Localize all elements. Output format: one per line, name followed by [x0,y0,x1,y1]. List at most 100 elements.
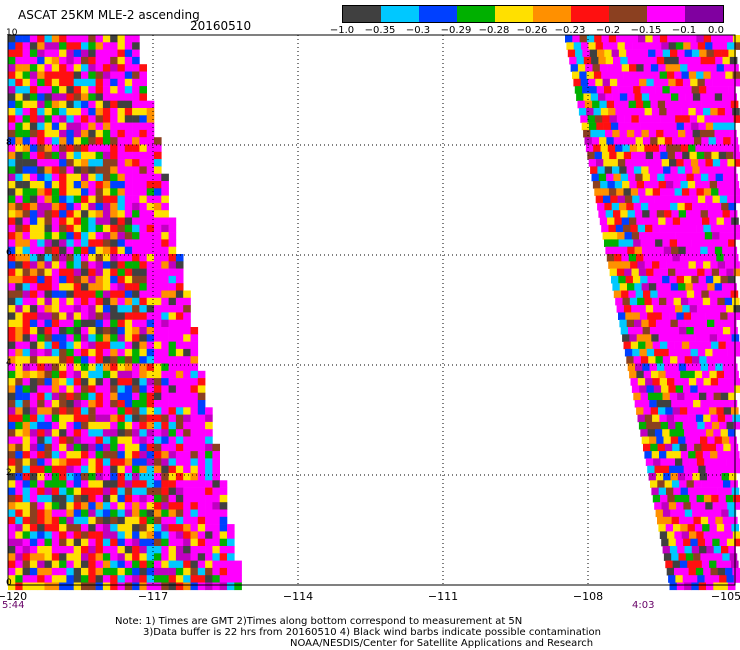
swath-cell [671,480,680,488]
swath-cell [591,173,600,182]
swath-cell [15,538,23,547]
swath-cell [44,429,53,437]
swath-cell [81,480,89,488]
swath-cell [698,502,706,510]
swath-cell [95,494,104,503]
swath-cell [648,319,657,328]
swath-cell [666,414,675,423]
swath-cell [190,400,199,408]
swath-cell [669,546,678,554]
swath-cell [620,56,628,65]
swath-cell [117,202,126,211]
swath-cell [73,378,82,386]
swath-cell [168,275,177,284]
swath-cell [73,363,82,372]
swath-cell [73,115,82,123]
swath-cell [117,582,126,591]
swath-cell [146,443,155,452]
swath-cell [632,159,641,167]
swath-cell [15,202,23,211]
swath-cell [66,421,74,430]
swath-cell [703,414,711,423]
swath-cell [139,173,147,182]
y-tick-label: 4 [6,358,12,368]
swath-cell [175,261,184,269]
swath-cell [59,181,67,189]
swath-cell [29,516,38,525]
swath-cell [661,195,669,204]
swath-cell [640,239,649,247]
swath-cell [132,122,140,131]
swath-cell [15,56,23,65]
swath-cell [727,348,735,357]
swath-cell [691,312,699,320]
swath-cell [15,370,23,379]
swath-cell [95,363,104,372]
swath-cell [132,129,140,138]
swath-cell [168,305,177,313]
swath-cell [154,509,162,518]
swath-cell [139,217,147,226]
swath-cell [8,115,16,123]
swath-cell [29,487,38,496]
swath-cell [132,261,140,269]
swath-cell [59,414,67,423]
swath-cell [102,56,111,65]
swath-cell [51,49,60,58]
swath-cell [117,100,126,109]
swath-cell [593,144,601,153]
swath-cell [699,202,707,211]
swath-cell [600,108,609,116]
swath-cell [37,166,45,174]
swath-cell [601,35,610,43]
swath-cell [37,436,45,445]
swath-cell [615,224,624,233]
swath-cell [37,334,45,342]
swath-cell [117,473,126,481]
swath-cell [627,363,636,372]
swath-cell [674,71,682,80]
swath-cell [81,100,89,109]
swath-cell [205,421,213,430]
swath-cell [168,341,177,350]
swath-cell [88,546,96,554]
swath-cell [102,86,111,94]
swath-cell [719,421,727,430]
swath-cell [102,443,111,452]
swath-cell [670,166,678,174]
swath-cell [205,458,213,466]
swath-cell [88,239,96,247]
swath-cell [8,86,16,94]
swath-cell [705,195,713,204]
swath-cell [29,268,38,277]
swath-cell [29,546,38,554]
swath-cell [695,108,704,116]
swath-cell [51,341,60,350]
swath-cell [110,567,118,576]
swath-cell [684,202,693,211]
swath-cell [632,122,641,131]
swath-cell [665,64,674,72]
swath-cell [183,560,191,569]
swath-cell [649,363,658,372]
swath-cell [154,195,162,204]
swath-cell [672,64,681,72]
swath-cell [59,93,67,101]
swath-cell [22,567,31,576]
swath-cell [678,129,686,138]
swath-cell [645,378,653,386]
swath-cell [161,239,169,247]
swath-cell [205,494,213,503]
swath-cell [190,378,199,386]
swath-cell [8,582,16,591]
swath-cell [190,524,199,532]
swath-cell [139,421,147,430]
swath-cell [690,385,698,393]
swath-cell [630,71,638,80]
swath-cell [44,575,53,583]
swath-cell [8,261,16,269]
swath-cell [175,429,184,437]
swath-cell [643,64,652,72]
swath-cell [693,327,702,335]
swath-cell [124,443,133,452]
